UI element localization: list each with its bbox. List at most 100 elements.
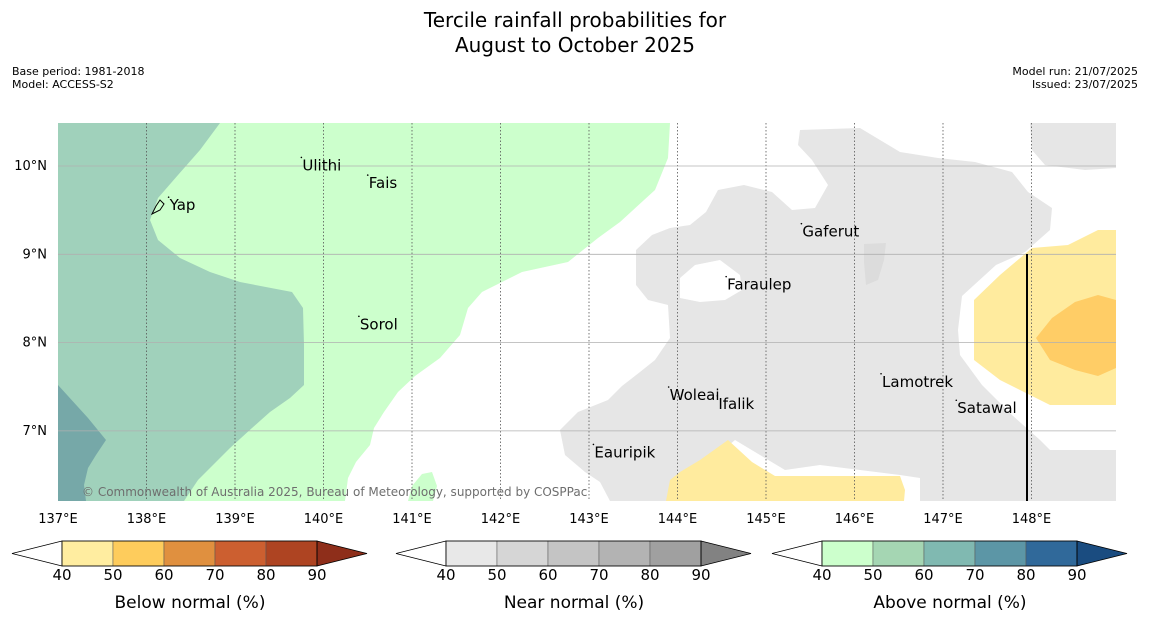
run-info: Model run: 21/07/2025 Issued: 23/07/2025 xyxy=(1012,65,1138,91)
place-label: Ulithi xyxy=(302,156,341,174)
colorbar-tick-label: 40 xyxy=(436,566,456,584)
longitude-label: 146°E xyxy=(835,512,875,527)
legend-label-above: Above normal (%) xyxy=(873,593,1027,613)
colorbar-bin xyxy=(598,540,651,567)
colorbar-tick-label: 60 xyxy=(914,566,934,584)
place-marker xyxy=(667,386,670,388)
colorbar-tick-label: 60 xyxy=(538,566,558,584)
legend-label-below: Below normal (%) xyxy=(114,593,266,613)
colorbar-tick-label: 70 xyxy=(205,566,225,584)
colorbar-tick-label: 90 xyxy=(691,566,711,584)
colorbar-bin xyxy=(872,540,925,567)
colorbar-tick-label: 70 xyxy=(589,566,609,584)
place-label: Woleai xyxy=(670,386,720,404)
longitude-label: 137°E xyxy=(38,512,78,527)
latitude-label: 8°N xyxy=(23,336,48,351)
title-line-1: Tercile rainfall probabilities for xyxy=(423,8,727,32)
place-label: Yap xyxy=(169,196,196,214)
place-marker xyxy=(800,222,803,225)
colorbar-above-normal xyxy=(771,540,1128,567)
longitude-label: 138°E xyxy=(127,512,167,527)
longitude-label: 144°E xyxy=(658,512,698,527)
longitude-label: 140°E xyxy=(304,512,344,527)
below-normal-50-region xyxy=(1036,295,1116,376)
yap-island-outline xyxy=(150,199,165,216)
near-normal-hole xyxy=(680,260,742,302)
longitude-label: 143°E xyxy=(569,512,609,527)
above-normal-50-region xyxy=(58,123,304,501)
near-normal-40-region-main xyxy=(560,128,1116,501)
place-marker xyxy=(167,196,170,198)
place-label: Sorol xyxy=(360,315,398,333)
colorbar-tick-label: 90 xyxy=(307,566,327,584)
place-marker xyxy=(955,399,958,402)
place-label: Ifalik xyxy=(718,395,754,413)
colorbar-bin xyxy=(923,540,976,567)
place-label: Gaferut xyxy=(802,223,859,241)
place-label: Faraulep xyxy=(727,276,791,294)
legend-near-normal: 40 50 60 70 80 90 Near normal (%) xyxy=(394,536,754,636)
place-marker xyxy=(366,174,369,176)
longitude-label: 141°E xyxy=(392,512,432,527)
colorbar-extend-low xyxy=(771,540,823,567)
colorbar-bin xyxy=(974,540,1027,567)
place-marker xyxy=(716,395,719,397)
issued-date: Issued: 23/07/2025 xyxy=(1031,78,1138,91)
above-normal-60-region xyxy=(58,385,106,501)
place-labels: Yap Ulithi Fais Gaferut Faraulep Sorol WoleaiI… xyxy=(167,156,1017,461)
colorbar-bin xyxy=(547,540,600,567)
model-info: Base period: 1981-2018 Model: ACCESS-S2 xyxy=(12,65,144,91)
colorbar-tick-label: 50 xyxy=(103,566,123,584)
colorbar-ticks-near: 40 50 60 70 80 90 xyxy=(394,566,754,584)
colorbar-extend-high xyxy=(1076,540,1128,567)
map-title: Tercile rainfall probabilities for Augus… xyxy=(0,8,1150,58)
latitude-label: 9°N xyxy=(23,247,48,262)
colorbar-bin xyxy=(214,540,267,567)
place-label: Satawal xyxy=(957,399,1016,417)
longitude-label: 139°E xyxy=(215,512,255,527)
latitude-label: 10°N xyxy=(14,159,47,174)
colorbar-tick-label: 80 xyxy=(1016,566,1036,584)
colorbar-extend-high xyxy=(316,540,368,567)
colorbar-bin xyxy=(649,540,702,567)
legend-above-normal: 40 50 60 70 80 90 Above normal (%) xyxy=(770,536,1130,636)
colorbar-ticks-above: 40 50 60 70 80 90 xyxy=(770,566,1130,584)
place-label: Fais xyxy=(369,174,398,192)
title-line-2: August to October 2025 xyxy=(454,33,696,57)
colorbar-bin xyxy=(445,540,498,567)
base-period: Base period: 1981-2018 xyxy=(12,65,145,78)
copyright-notice: © Commonwealth of Australia 2025, Bureau… xyxy=(82,485,587,499)
place-marker xyxy=(300,156,303,159)
longitude-label: 147°E xyxy=(923,512,963,527)
colorbar-ticks-below: 40 50 60 70 80 90 xyxy=(10,566,370,584)
map-shading: Yap Ulithi Fais Gaferut Faraulep Sorol WoleaiI… xyxy=(58,123,1116,501)
place-marker xyxy=(880,372,882,375)
colorbar-bin xyxy=(61,540,114,567)
colorbar-tick-label: 40 xyxy=(812,566,832,584)
axis-labels: 137°E 138°E 139°E 140°E 141°E 142°E 143°E 144°E… xyxy=(14,159,1051,527)
place-marker xyxy=(725,275,727,278)
colorbar-tick-label: 90 xyxy=(1067,566,1087,584)
near-normal-40-patch xyxy=(864,243,886,285)
model-name: Model: ACCESS-S2 xyxy=(12,78,114,91)
colorbar-tick-label: 50 xyxy=(487,566,507,584)
below-normal-40-region-south xyxy=(666,440,905,501)
colorbar-extend-high xyxy=(700,540,752,567)
colorbar-bin xyxy=(821,540,874,567)
colorbar-bin xyxy=(265,540,318,567)
near-normal-40-region xyxy=(798,123,1116,170)
colorbar-bin xyxy=(496,540,549,567)
legend-below-normal: 40 50 60 70 80 90 Below normal (%) xyxy=(10,536,370,636)
colorbar-frame xyxy=(821,540,1078,567)
colorbar-tick-label: 50 xyxy=(863,566,883,584)
latitude-label: 7°N xyxy=(23,424,48,439)
longitude-label: 142°E xyxy=(481,512,521,527)
colorbar-tick-label: 40 xyxy=(52,566,72,584)
colorbar-bin xyxy=(1025,540,1078,567)
longitude-label: 145°E xyxy=(746,512,786,527)
colorbar-tick-label: 70 xyxy=(965,566,985,584)
colorbar-below-normal xyxy=(11,540,368,567)
colorbar-bin xyxy=(112,540,165,567)
place-marker xyxy=(592,443,595,446)
